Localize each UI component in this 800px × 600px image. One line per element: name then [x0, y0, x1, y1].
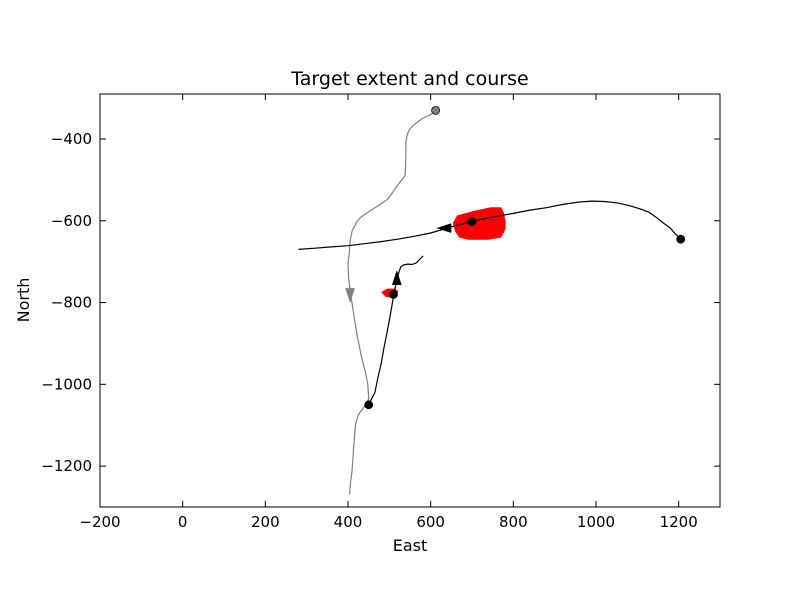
x-axis-label: East [393, 536, 428, 555]
course-line-2 [298, 200, 682, 250]
chart-title: Target extent and course [290, 68, 528, 90]
x-tick-label: 400 [334, 513, 363, 531]
y-tick-label: −1200 [41, 457, 92, 475]
axis-ticks: −200 0 200 400 600 800 1000 1200 −400 −600 −800 −10… [41, 94, 720, 531]
x-tick-label: 1200 [660, 513, 698, 531]
course-line-1 [347, 109, 436, 495]
course-arrow-1 [345, 288, 355, 304]
x-tick-label: 800 [499, 513, 528, 531]
y-tick-label: −600 [51, 212, 92, 230]
y-tick-label: −400 [51, 130, 92, 148]
x-tick-label: 600 [416, 513, 445, 531]
y-axis-label: North [14, 278, 33, 323]
x-tick-label: 1000 [577, 513, 615, 531]
plot-area [298, 106, 686, 495]
position-marker-3 [389, 289, 398, 299]
x-tick-label: 0 [178, 513, 188, 531]
course-arrow-2 [436, 223, 452, 233]
course-line-3 [368, 255, 424, 406]
x-tick-label: −200 [79, 513, 120, 531]
y-tick-label: −1000 [41, 375, 92, 393]
y-tick-label: −800 [51, 294, 92, 312]
target-extent-1 [452, 207, 506, 240]
position-marker-2 [467, 217, 477, 227]
course-arrow-3 [391, 269, 402, 286]
plot-frame [99, 93, 721, 508]
start-marker-3 [364, 400, 374, 410]
x-tick-label: 200 [251, 513, 280, 531]
start-marker-2 [676, 234, 686, 244]
start-marker-1 [431, 106, 441, 115]
